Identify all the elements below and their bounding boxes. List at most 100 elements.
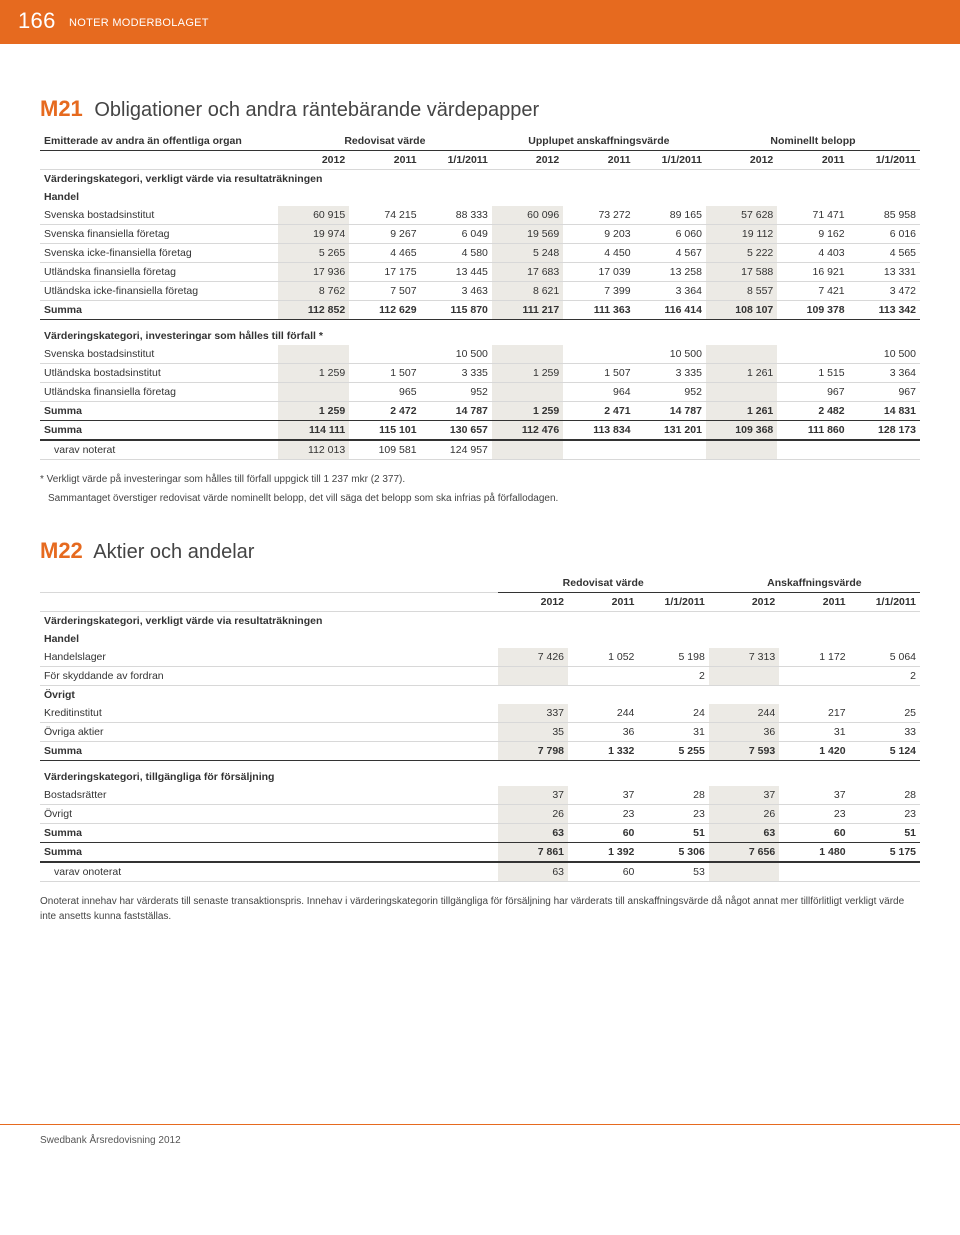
cell <box>706 440 777 460</box>
table-row: Svenska bostadsinstitut60 91574 21588 33… <box>40 206 920 225</box>
cell <box>706 383 777 402</box>
row-label: Svenska finansiella företag <box>40 225 278 244</box>
cell: 1 480 <box>779 843 849 863</box>
cell: 108 107 <box>706 301 777 320</box>
table-header-years: 201220111/1/2011 201220111/1/2011 201220… <box>40 151 920 170</box>
cell: 1 420 <box>779 742 849 761</box>
cell <box>492 440 563 460</box>
cell: 111 363 <box>563 301 634 320</box>
cell: 244 <box>709 704 779 723</box>
cell: 3 364 <box>849 364 920 383</box>
cell: 3 463 <box>421 282 492 301</box>
cell: 3 364 <box>635 282 706 301</box>
m21-title-text: Obligationer och andra räntebärande värd… <box>94 99 539 121</box>
content: M21 Obligationer och andra räntebärande … <box>0 44 960 944</box>
cell: 4 465 <box>349 244 420 263</box>
cell <box>498 667 568 686</box>
cell: 57 628 <box>706 206 777 225</box>
footnote: Onoterat innehav har värderats till sena… <box>40 894 920 924</box>
cell: 5 265 <box>278 244 349 263</box>
cell: 35 <box>498 723 568 742</box>
cell: 37 <box>568 786 638 805</box>
row-label: Kreditinstitut <box>40 704 498 723</box>
table-row: Utländska finansiella företag17 93617 17… <box>40 263 920 282</box>
cell <box>709 862 779 882</box>
cell: 4 567 <box>635 244 706 263</box>
cell: 5 255 <box>638 742 708 761</box>
table-row: För skyddande av fordran 2 2 <box>40 667 920 686</box>
cell: 113 342 <box>849 301 920 320</box>
col-group: Redovisat värde <box>278 132 492 151</box>
cell: 9 203 <box>563 225 634 244</box>
row-label: Summa <box>40 843 498 863</box>
m21-footnotes: * Verkligt värde på investeringar som hå… <box>40 472 920 506</box>
table-row: Utländska finansiella företag96595296495… <box>40 383 920 402</box>
group-sub: Övrigt <box>40 686 920 705</box>
cell: 74 215 <box>349 206 420 225</box>
cell: 113 834 <box>563 421 634 441</box>
cell: 7 313 <box>709 648 779 667</box>
cell: 60 <box>568 862 638 882</box>
cell <box>706 345 777 364</box>
cell: 130 657 <box>421 421 492 441</box>
cell <box>779 667 849 686</box>
cell: 1 259 <box>278 402 349 421</box>
cell: 965 <box>349 383 420 402</box>
cell: 131 201 <box>635 421 706 441</box>
row-label: Summa <box>40 824 498 843</box>
cell: 6 060 <box>635 225 706 244</box>
cell: 60 915 <box>278 206 349 225</box>
row-label: Summa <box>40 402 278 421</box>
table-header-years: 201220111/1/2011 201220111/1/2011 <box>40 593 920 612</box>
row-label: varav onoterat <box>40 862 498 882</box>
cell: 8 621 <box>492 282 563 301</box>
cell: 109 581 <box>349 440 420 460</box>
table-header-groups: Emitterade av andra än offentliga organ … <box>40 132 920 151</box>
table-row: Svenska bostadsinstitut10 50010 50010 50… <box>40 345 920 364</box>
cell: 5 124 <box>850 742 920 761</box>
varav-row: varav noterat112 013109 581124 957 <box>40 440 920 460</box>
cell <box>779 862 849 882</box>
m21-code: M21 <box>40 96 83 121</box>
row-label: Övrigt <box>40 805 498 824</box>
cell: 2 <box>638 667 708 686</box>
page-header: 166 NOTER MODERBOLAGET <box>0 0 960 44</box>
cell: 37 <box>498 786 568 805</box>
cell <box>563 440 634 460</box>
summa-row: Summa112 852112 629115 870111 217111 363… <box>40 301 920 320</box>
cell: 63 <box>498 824 568 843</box>
table-row: Kreditinstitut3372442424421725 <box>40 704 920 723</box>
cell: 5 248 <box>492 244 563 263</box>
cell: 116 414 <box>635 301 706 320</box>
cell: 128 173 <box>849 421 920 441</box>
cell: 8 762 <box>278 282 349 301</box>
cell: 23 <box>638 805 708 824</box>
cell: 23 <box>850 805 920 824</box>
cell: 115 870 <box>421 301 492 320</box>
cell: 4 450 <box>563 244 634 263</box>
cell: 25 <box>850 704 920 723</box>
table-row: Utländska icke-finansiella företag8 7627… <box>40 282 920 301</box>
cell: 2 <box>850 667 920 686</box>
cell: 37 <box>779 786 849 805</box>
cell: 17 175 <box>349 263 420 282</box>
page-footer: Swedbank Årsredovisning 2012 <box>0 1124 960 1166</box>
cell <box>849 440 920 460</box>
cell: 5 306 <box>638 843 708 863</box>
cell <box>349 345 420 364</box>
cell: 31 <box>638 723 708 742</box>
cell: 51 <box>850 824 920 843</box>
section-label: NOTER MODERBOLAGET <box>69 17 209 29</box>
cell: 7 426 <box>498 648 568 667</box>
table-row: Övrigt262323262323 <box>40 805 920 824</box>
cell: 14 787 <box>635 402 706 421</box>
table-header-groups: Redovisat värde Anskaffningsvärde <box>40 574 920 593</box>
row-label: För skyddande av fordran <box>40 667 498 686</box>
cell <box>563 345 634 364</box>
cell: 17 588 <box>706 263 777 282</box>
row-label: Bostadsrätter <box>40 786 498 805</box>
cell: 26 <box>709 805 779 824</box>
row-label: Utländska bostadsinstitut <box>40 364 278 383</box>
cell: 217 <box>779 704 849 723</box>
cell: 16 921 <box>777 263 848 282</box>
